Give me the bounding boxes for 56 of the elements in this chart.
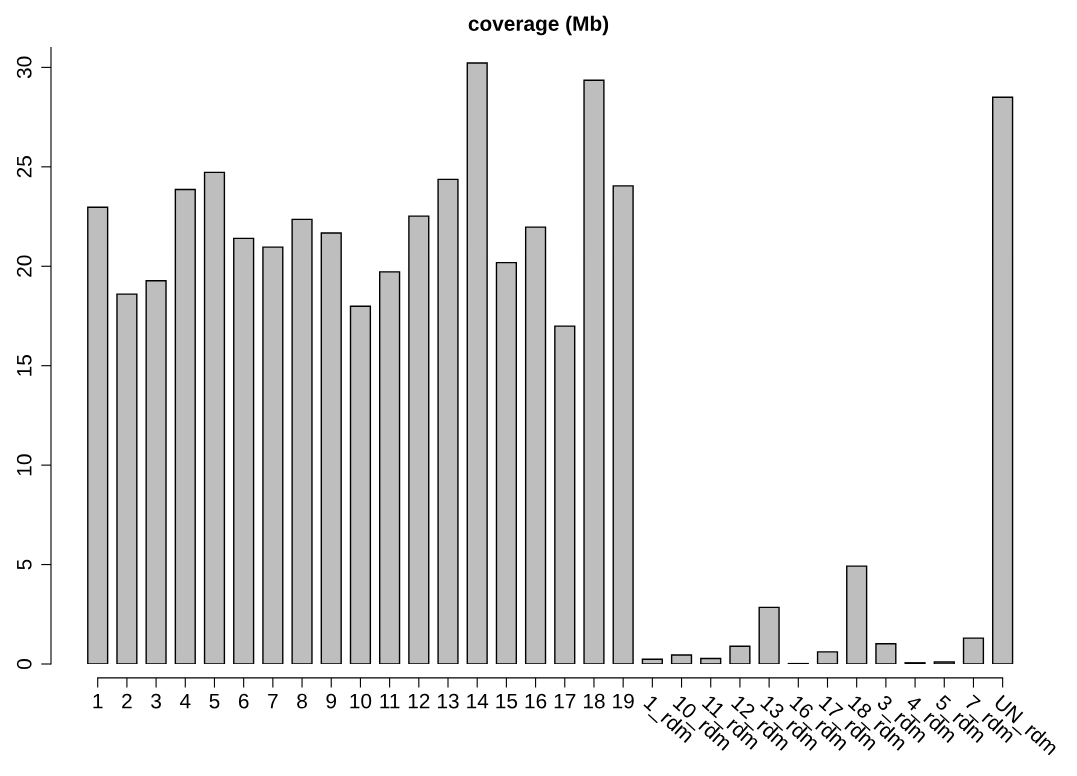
bar — [846, 565, 868, 664]
y-tick-label: 0 — [16, 659, 32, 669]
chart-title: coverage (Mb) — [468, 15, 609, 36]
bar — [174, 188, 196, 664]
y-tick-label: 25 — [16, 156, 32, 178]
x-tick-label: 14 — [467, 693, 489, 709]
bar — [349, 305, 372, 664]
bar — [379, 271, 401, 664]
bar — [262, 246, 284, 664]
x-tick-label: 5 — [209, 693, 220, 709]
x-tick-label: 13 — [438, 693, 459, 709]
y-tick-label: 10 — [16, 454, 32, 476]
y-tick-label: 30 — [16, 56, 32, 79]
bar — [641, 658, 663, 664]
bar — [670, 654, 693, 664]
bar — [524, 226, 547, 664]
bar — [583, 79, 605, 664]
x-tick-label: 4 — [179, 693, 191, 709]
y-tick-label: 5 — [17, 559, 32, 570]
bar — [758, 606, 780, 664]
bar — [495, 261, 518, 664]
bar — [408, 215, 430, 664]
bar — [116, 293, 138, 664]
bar — [145, 280, 167, 664]
x-tick-label: 18 — [583, 693, 605, 709]
x-tick-label: 2 — [122, 693, 132, 709]
x-tick-label: 8 — [297, 693, 307, 709]
bar — [992, 96, 1014, 664]
bar — [320, 232, 342, 664]
x-tick-label: 9 — [326, 693, 337, 709]
x-tick-label: 6 — [238, 693, 249, 709]
bar — [816, 651, 839, 664]
y-tick-label: 15 — [17, 354, 32, 376]
bar — [291, 218, 313, 664]
x-tick-label: 15 — [496, 693, 518, 709]
bar — [466, 62, 488, 664]
bar — [962, 637, 985, 664]
bar — [87, 206, 109, 664]
y-tick-label: 20 — [16, 255, 32, 277]
x-tick-label: 12 — [408, 693, 430, 709]
x-tick-label: 10 — [350, 693, 372, 709]
bar — [554, 325, 576, 664]
x-tick-label: 19 — [613, 693, 634, 709]
x-tick-label: 16 — [525, 693, 547, 709]
x-tick-label: 17 — [554, 693, 576, 709]
bar — [729, 645, 751, 664]
bar — [203, 171, 226, 664]
x-tick-label: 3 — [151, 693, 161, 709]
bar — [233, 237, 255, 664]
bar — [700, 657, 722, 664]
bar — [437, 178, 459, 664]
bar — [612, 185, 634, 664]
x-tick-label: 1 — [93, 693, 103, 709]
x-tick-label: 7 — [268, 693, 278, 709]
bar — [875, 643, 897, 664]
x-tick-label: 11 — [380, 693, 400, 709]
